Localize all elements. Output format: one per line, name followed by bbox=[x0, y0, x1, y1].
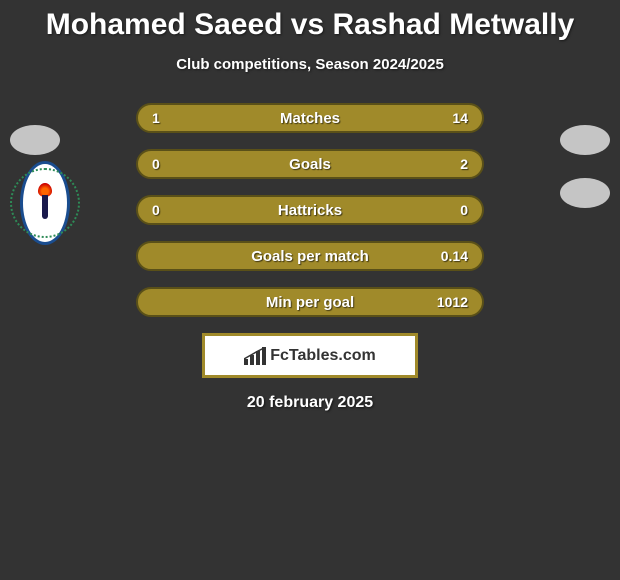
stat-left-value: 0 bbox=[138, 156, 198, 172]
trend-line-icon bbox=[244, 347, 266, 361]
team2-logo-2 bbox=[560, 168, 610, 218]
stat-label: Hattricks bbox=[198, 202, 422, 219]
stats-container: 1 Matches 14 0 Goals 2 0 Hattricks 0 Goa… bbox=[136, 103, 484, 317]
stat-right-value: 1012 bbox=[422, 294, 482, 310]
stat-right-value: 14 bbox=[422, 110, 482, 126]
brand-text: FcTables.com bbox=[270, 347, 376, 365]
brand-badge: FcTables.com bbox=[202, 333, 418, 378]
page-title: Mohamed Saeed vs Rashad Metwally bbox=[0, 0, 620, 42]
stat-row-matches: 1 Matches 14 bbox=[136, 103, 484, 133]
stat-row-hattricks: 0 Hattricks 0 bbox=[136, 195, 484, 225]
team1-club-badge bbox=[20, 178, 70, 228]
torch-icon bbox=[35, 185, 55, 221]
placeholder-ellipse-icon bbox=[560, 125, 610, 155]
stat-left-value: 1 bbox=[138, 110, 198, 126]
placeholder-ellipse-icon bbox=[10, 125, 60, 155]
team1-logo-1 bbox=[10, 115, 60, 165]
club-badge-icon bbox=[20, 161, 70, 245]
stat-row-goals: 0 Goals 2 bbox=[136, 149, 484, 179]
stat-right-value: 2 bbox=[422, 156, 482, 172]
stat-row-min-per-goal: Min per goal 1012 bbox=[136, 287, 484, 317]
team2-logo-1 bbox=[560, 115, 610, 165]
date-text: 20 february 2025 bbox=[0, 394, 620, 412]
stat-row-goals-per-match: Goals per match 0.14 bbox=[136, 241, 484, 271]
page-subtitle: Club competitions, Season 2024/2025 bbox=[0, 56, 620, 73]
stat-label: Goals per match bbox=[198, 248, 422, 265]
stat-label: Goals bbox=[198, 156, 422, 173]
stat-right-value: 0 bbox=[422, 202, 482, 218]
stat-label: Min per goal bbox=[198, 294, 422, 311]
bar-chart-icon bbox=[244, 347, 266, 365]
stat-label: Matches bbox=[198, 110, 422, 127]
placeholder-ellipse-icon bbox=[560, 178, 610, 208]
stat-right-value: 0.14 bbox=[422, 248, 482, 264]
stat-left-value: 0 bbox=[138, 202, 198, 218]
